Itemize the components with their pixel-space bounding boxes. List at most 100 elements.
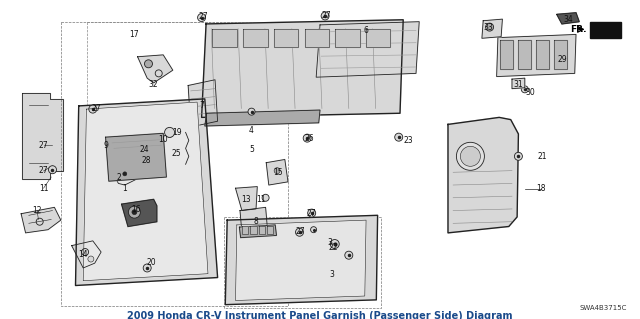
Text: 27: 27 [38, 167, 49, 175]
Text: 3: 3 [329, 270, 334, 279]
Polygon shape [188, 80, 218, 127]
Text: 10: 10 [158, 135, 168, 144]
Polygon shape [236, 187, 257, 211]
Circle shape [88, 256, 94, 262]
Polygon shape [554, 40, 567, 69]
Text: 24: 24 [139, 145, 149, 154]
Text: 3: 3 [327, 238, 332, 247]
Circle shape [486, 23, 493, 31]
Polygon shape [267, 226, 273, 234]
Circle shape [49, 166, 56, 174]
Text: 22: 22 [328, 243, 337, 252]
Circle shape [310, 227, 317, 233]
Polygon shape [250, 226, 257, 234]
Polygon shape [138, 55, 173, 83]
Text: 27: 27 [321, 11, 332, 20]
Text: 14: 14 [78, 250, 88, 259]
Polygon shape [239, 225, 276, 238]
Text: 34: 34 [563, 15, 573, 24]
Text: SWA4B3715C: SWA4B3715C [580, 305, 627, 311]
Polygon shape [243, 29, 268, 47]
Polygon shape [518, 40, 531, 69]
Polygon shape [109, 163, 138, 185]
Polygon shape [22, 93, 63, 179]
Circle shape [274, 168, 280, 174]
Text: 20: 20 [147, 258, 157, 267]
Polygon shape [536, 40, 549, 69]
Circle shape [515, 152, 522, 160]
Circle shape [145, 60, 152, 68]
Polygon shape [366, 29, 390, 47]
Text: 17: 17 [129, 30, 140, 39]
Circle shape [456, 142, 484, 170]
Polygon shape [76, 99, 218, 286]
Text: 31: 31 [513, 80, 524, 89]
Text: 27: 27 [198, 12, 209, 21]
Text: 5: 5 [249, 145, 254, 154]
Circle shape [345, 251, 353, 259]
Polygon shape [590, 22, 621, 38]
Polygon shape [316, 22, 419, 77]
Circle shape [395, 133, 403, 141]
Polygon shape [335, 29, 360, 47]
Text: 13: 13 [241, 195, 252, 204]
Polygon shape [236, 220, 366, 300]
Polygon shape [557, 13, 579, 24]
Text: 28: 28 [141, 156, 150, 165]
Polygon shape [242, 226, 248, 234]
Polygon shape [225, 215, 378, 305]
Text: 4: 4 [248, 126, 253, 135]
Polygon shape [274, 29, 298, 47]
Text: 12: 12 [33, 206, 42, 215]
Polygon shape [83, 102, 208, 281]
Text: 30: 30 [525, 88, 535, 97]
Polygon shape [202, 20, 403, 117]
Circle shape [296, 228, 303, 236]
Polygon shape [497, 34, 576, 77]
Polygon shape [500, 40, 513, 69]
Polygon shape [21, 207, 61, 233]
Polygon shape [259, 226, 265, 234]
Text: FR.: FR. [570, 25, 586, 34]
Circle shape [330, 240, 339, 249]
Polygon shape [512, 78, 525, 89]
Circle shape [156, 70, 162, 77]
Text: 16: 16 [131, 205, 141, 214]
Text: 2: 2 [116, 173, 121, 182]
Text: 27: 27 [296, 227, 306, 236]
Text: 27: 27 [91, 104, 101, 113]
Text: 11: 11 [257, 195, 266, 204]
Circle shape [154, 160, 160, 166]
Text: 8: 8 [253, 217, 259, 226]
Text: 19: 19 [172, 128, 182, 137]
Circle shape [460, 146, 481, 166]
Polygon shape [72, 241, 101, 268]
Text: 27: 27 [38, 141, 49, 150]
Circle shape [321, 12, 329, 20]
Circle shape [522, 86, 528, 93]
Circle shape [164, 127, 175, 137]
Polygon shape [106, 133, 166, 181]
Text: 32: 32 [148, 80, 159, 89]
Polygon shape [122, 199, 157, 226]
Text: 23: 23 [403, 136, 413, 145]
Text: 29: 29 [557, 55, 567, 63]
Circle shape [166, 130, 173, 137]
Circle shape [308, 209, 316, 217]
Text: 6: 6 [364, 26, 369, 35]
Circle shape [120, 169, 129, 178]
Text: 33: 33 [483, 23, 493, 32]
Text: 11: 11 [39, 184, 48, 193]
Text: 15: 15 [273, 168, 284, 177]
Circle shape [248, 108, 255, 115]
Text: 21: 21 [538, 152, 547, 161]
Text: 25: 25 [171, 149, 181, 158]
Text: 2009 Honda CR-V Instrument Panel Garnish (Passenger Side) Diagram: 2009 Honda CR-V Instrument Panel Garnish… [127, 311, 513, 319]
Polygon shape [448, 117, 518, 233]
Circle shape [123, 172, 127, 176]
Circle shape [82, 249, 88, 256]
Polygon shape [240, 207, 268, 233]
Polygon shape [305, 29, 329, 47]
Circle shape [198, 13, 205, 22]
Circle shape [132, 210, 137, 215]
